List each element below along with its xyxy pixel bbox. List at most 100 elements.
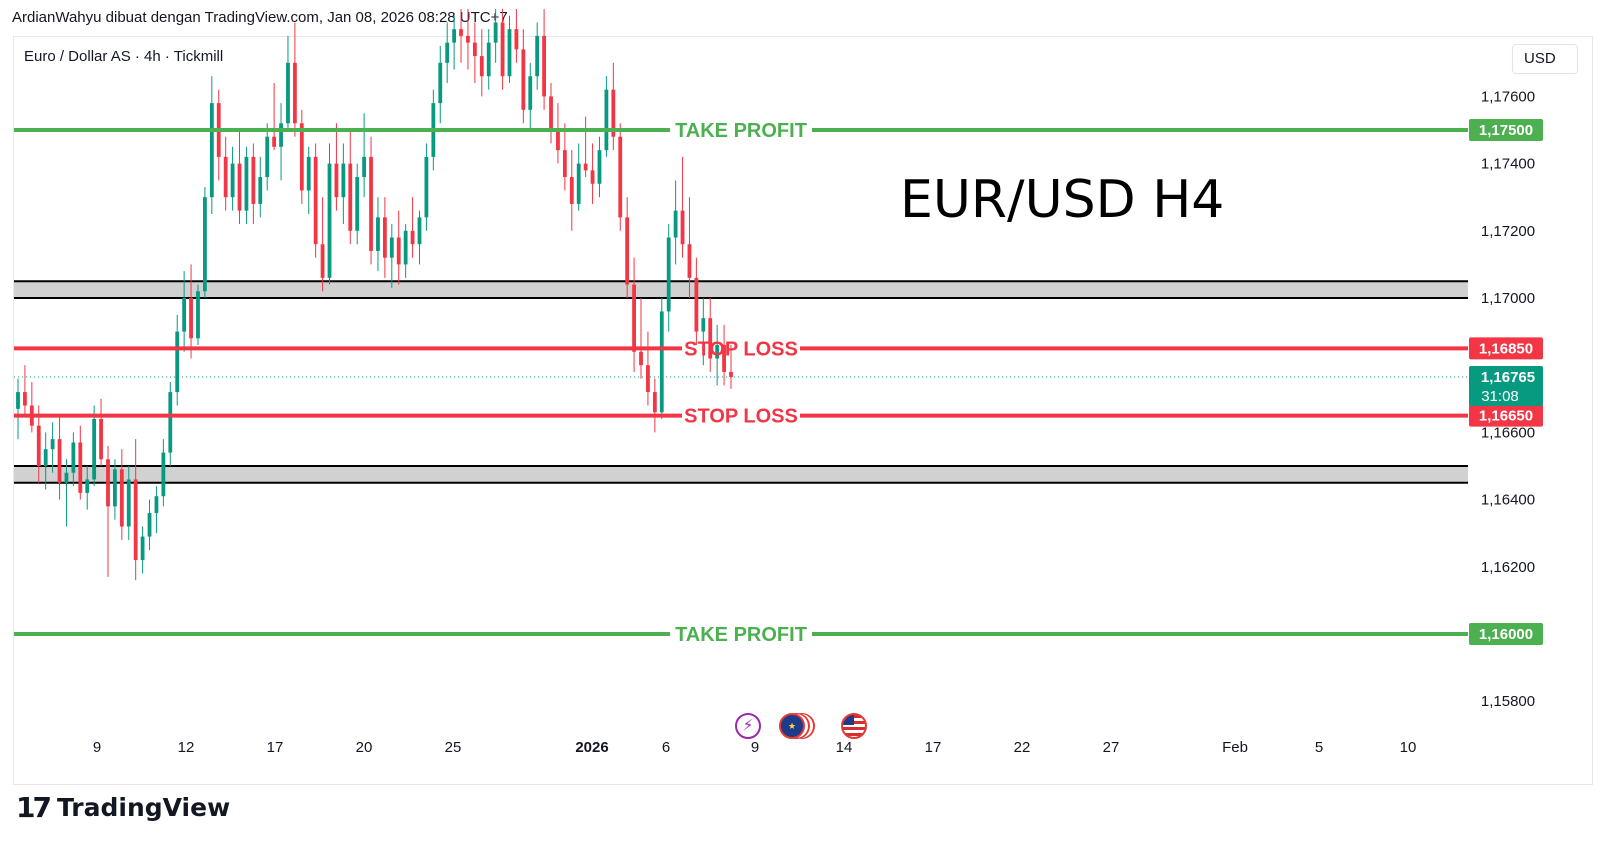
candle-body-71 bbox=[507, 29, 512, 77]
candle-body-65 bbox=[466, 35, 470, 43]
y-tick-1: 1,17400 bbox=[1481, 156, 1535, 173]
eu-flag-icon[interactable]: ★ bbox=[779, 713, 805, 739]
candle-body-48 bbox=[348, 163, 353, 231]
countdown-label: 31:08 bbox=[1481, 388, 1519, 405]
candle-body-91 bbox=[646, 365, 650, 393]
price-badge-0 bbox=[1469, 119, 1543, 141]
x-tick-13: 5 bbox=[1315, 739, 1323, 756]
y-tick-0: 1,17600 bbox=[1481, 88, 1535, 105]
level-label-2: STOP LOSS bbox=[684, 406, 798, 428]
candle-body-67 bbox=[479, 56, 484, 77]
candle-body-28 bbox=[209, 103, 214, 198]
candle-body-34 bbox=[251, 156, 256, 204]
candle-body-95 bbox=[673, 210, 678, 238]
candle-body-84 bbox=[597, 150, 602, 184]
candle-body-36 bbox=[265, 136, 270, 178]
price-badge-3 bbox=[1469, 623, 1543, 645]
candle-body-10 bbox=[85, 479, 90, 493]
candle-body-12 bbox=[99, 418, 103, 460]
candle-body-72 bbox=[514, 29, 519, 50]
candle-body-68 bbox=[486, 42, 491, 77]
candle-body-99 bbox=[701, 318, 706, 332]
candle-body-93 bbox=[659, 311, 664, 413]
x-tick-3: 20 bbox=[356, 739, 373, 756]
flash-event-icon[interactable]: ⚡ bbox=[735, 713, 761, 739]
candle-body-82 bbox=[583, 163, 588, 171]
candle-body-26 bbox=[196, 291, 200, 339]
candle-body-86 bbox=[611, 89, 616, 137]
candle-body-87 bbox=[618, 136, 623, 218]
candle-body-59 bbox=[424, 156, 429, 218]
x-tick-6: 6 bbox=[662, 739, 670, 756]
candle-body-0 bbox=[16, 392, 20, 409]
tradingview-logo[interactable]: 17 TradingView bbox=[16, 791, 230, 824]
candle-body-39 bbox=[286, 62, 290, 124]
candle-body-81 bbox=[576, 163, 581, 204]
candle-body-83 bbox=[590, 170, 595, 184]
candle-body-31 bbox=[230, 163, 235, 198]
candle-body-50 bbox=[362, 156, 367, 178]
x-tick-0: 9 bbox=[93, 739, 101, 756]
x-tick-1: 12 bbox=[178, 739, 195, 756]
candle-body-46 bbox=[334, 163, 339, 198]
candle-body-30 bbox=[223, 156, 228, 198]
x-tick-8: 14 bbox=[836, 739, 853, 756]
us-flag-icon[interactable] bbox=[841, 713, 867, 739]
candle-body-43 bbox=[313, 156, 318, 245]
candle-body-92 bbox=[652, 392, 657, 413]
annotation-title: EUR/USD H4 bbox=[900, 170, 1225, 230]
price-badge-2 bbox=[1469, 404, 1543, 427]
level-label-3: TAKE PROFIT bbox=[675, 624, 807, 646]
y-tick-6: 1,15800 bbox=[1481, 693, 1535, 710]
candle-body-103 bbox=[729, 371, 733, 377]
current-price-badge bbox=[1469, 365, 1543, 406]
price-badge-1 bbox=[1469, 337, 1543, 360]
candle-body-69 bbox=[493, 22, 498, 43]
candle-body-76 bbox=[542, 35, 547, 97]
candle-body-20 bbox=[154, 496, 159, 514]
candle-body-61 bbox=[438, 62, 443, 104]
candle-body-53 bbox=[382, 217, 387, 258]
price-badge-label-1: 1,16850 bbox=[1479, 340, 1533, 357]
chart-caption: ArdianWahyu dibuat dengan TradingView.co… bbox=[12, 9, 508, 26]
candle-body-3 bbox=[36, 425, 41, 466]
candle-body-21 bbox=[161, 452, 166, 497]
candle-body-66 bbox=[472, 42, 477, 57]
candle-body-80 bbox=[569, 177, 574, 204]
candle-body-19 bbox=[147, 513, 152, 537]
candle-body-35 bbox=[258, 177, 263, 204]
candle-body-100 bbox=[708, 318, 713, 359]
candle-body-13 bbox=[106, 459, 110, 507]
candle-body-98 bbox=[694, 277, 699, 332]
y-tick-3: 1,17000 bbox=[1481, 290, 1535, 307]
symbol-label[interactable]: Euro / Dollar AS · 4h · Tickmill bbox=[24, 48, 224, 65]
candle-body-32 bbox=[237, 163, 242, 211]
candle-body-64 bbox=[459, 29, 463, 36]
candle-body-8 bbox=[71, 442, 76, 473]
candle-body-63 bbox=[452, 29, 457, 43]
candle-body-74 bbox=[528, 76, 533, 110]
candle-body-27 bbox=[202, 197, 207, 292]
currency-selector[interactable]: USD bbox=[1512, 44, 1578, 74]
sr-zone-0 bbox=[14, 281, 1468, 298]
sr-zone-1 bbox=[14, 466, 1468, 483]
candle-body-38 bbox=[279, 123, 283, 147]
candle-body-16 bbox=[126, 479, 131, 527]
candle-body-51 bbox=[369, 156, 373, 251]
candle-body-15 bbox=[119, 469, 124, 527]
candle-body-5 bbox=[50, 439, 55, 450]
level-label-1: STOP LOSS bbox=[684, 338, 798, 360]
candle-body-85 bbox=[604, 89, 609, 151]
candle-body-57 bbox=[410, 230, 415, 245]
candle-body-45 bbox=[327, 163, 332, 278]
candle-body-55 bbox=[396, 237, 401, 265]
x-tick-4: 25 bbox=[445, 739, 462, 756]
candle-body-9 bbox=[78, 442, 83, 493]
level-label-0: TAKE PROFIT bbox=[675, 120, 807, 142]
candle-body-56 bbox=[403, 230, 408, 265]
candle-body-4 bbox=[43, 449, 48, 466]
candle-body-96 bbox=[680, 210, 685, 245]
candle-body-101 bbox=[715, 345, 720, 359]
candle-body-102 bbox=[722, 345, 726, 372]
